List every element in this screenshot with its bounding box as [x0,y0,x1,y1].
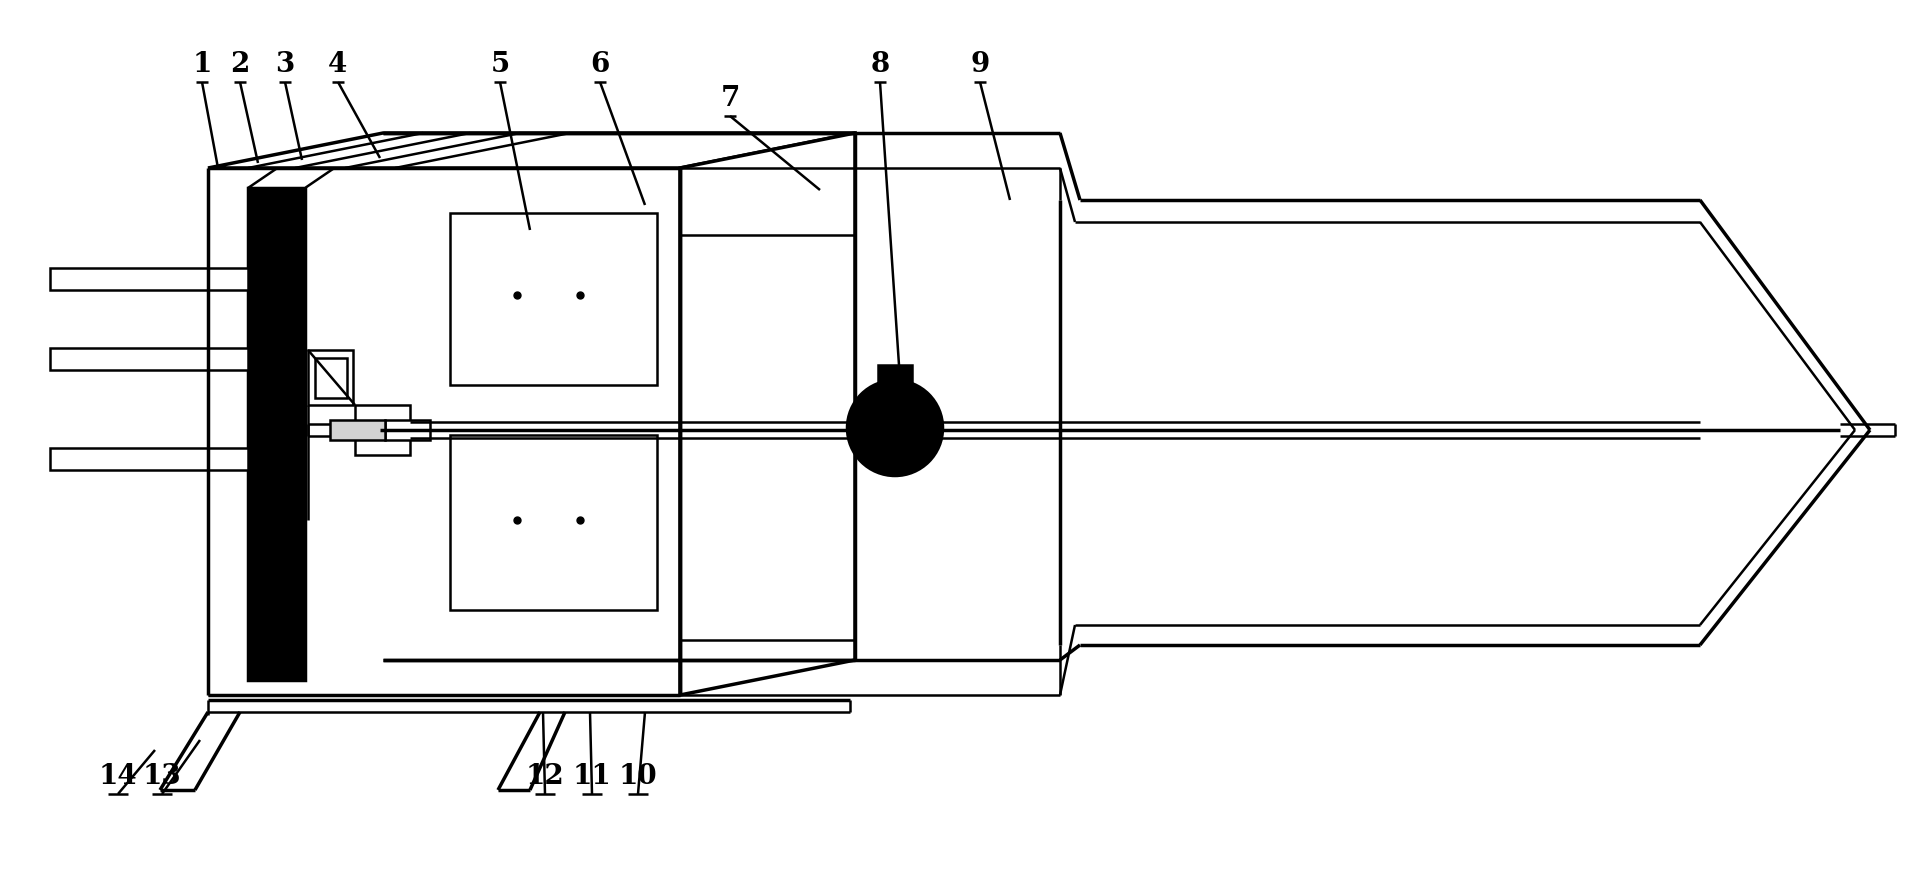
Bar [385,420,429,440]
Bar [450,435,656,610]
Bar [877,365,912,428]
Bar [50,268,248,290]
Text: 5: 5 [490,51,510,78]
Bar [308,350,352,405]
Polygon shape [248,156,352,188]
Text: 6: 6 [590,51,610,78]
Bar [450,213,656,385]
Text: 13: 13 [142,763,181,790]
Bar [331,420,385,440]
Text: 10: 10 [619,763,658,790]
Polygon shape [208,133,854,168]
Text: 12: 12 [525,763,563,790]
Bar [50,348,248,370]
Text: 2: 2 [231,51,250,78]
Bar [50,448,248,470]
Circle shape [846,380,942,476]
Bar [315,358,346,398]
Text: 14: 14 [98,763,137,790]
Text: 8: 8 [869,51,888,78]
Polygon shape [679,133,854,695]
Text: 1: 1 [192,51,212,78]
Text: 3: 3 [275,51,294,78]
Bar [356,405,410,455]
Text: 9: 9 [969,51,988,78]
Text: 4: 4 [329,51,348,78]
Polygon shape [248,188,306,680]
Text: 11: 11 [573,763,612,790]
Text: 7: 7 [719,85,738,112]
